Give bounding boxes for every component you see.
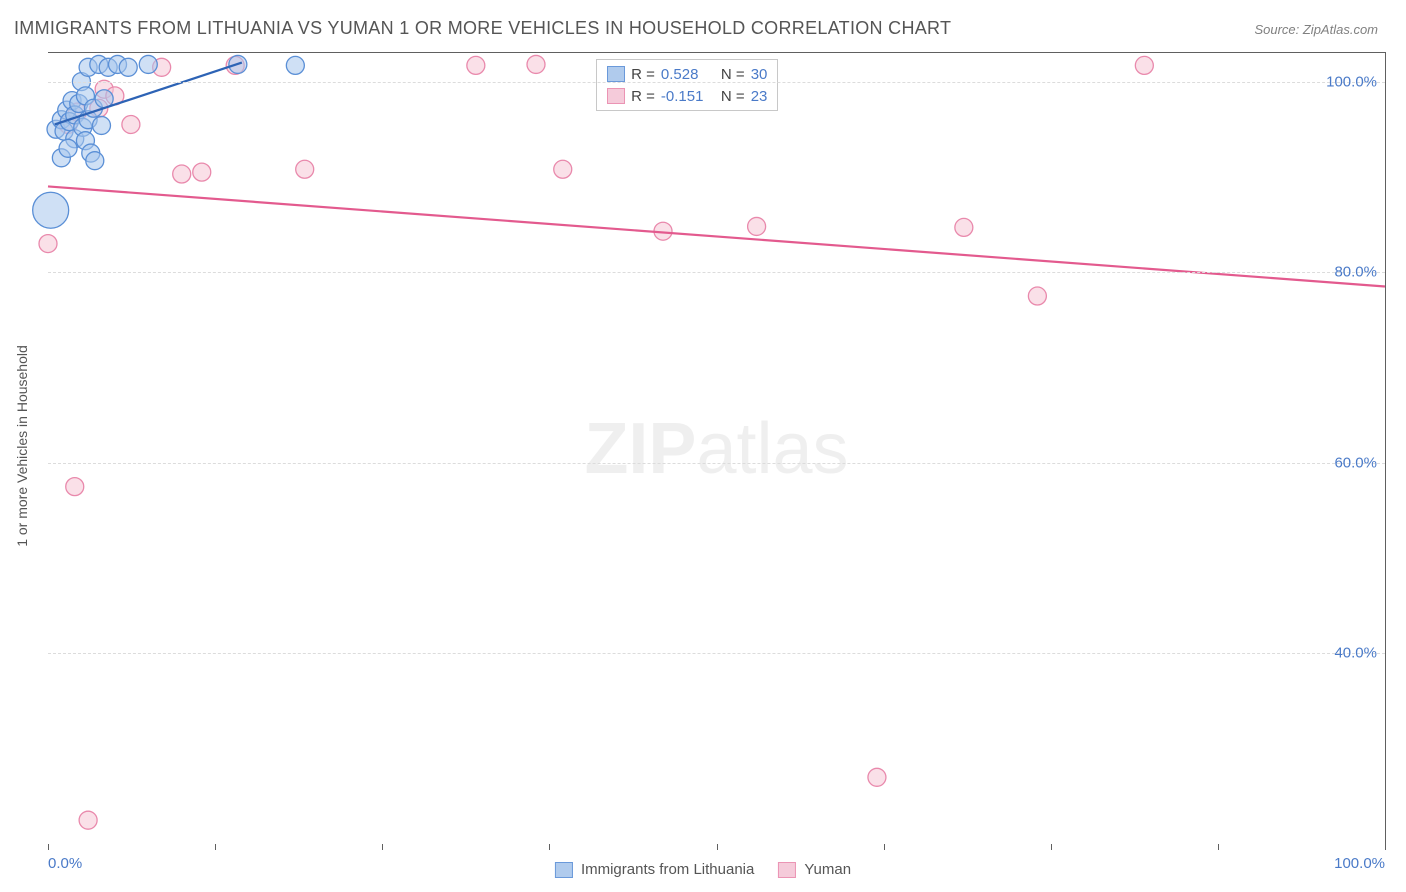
scatter-point — [193, 163, 211, 181]
source-attribution: Source: ZipAtlas.com — [1254, 22, 1378, 37]
legend-label-lithuania: Immigrants from Lithuania — [581, 861, 754, 878]
scatter-point — [33, 192, 69, 228]
legend-stats: R = 0.528 N = 30 R = -0.151 N = 23 — [596, 59, 778, 111]
scatter-point — [66, 478, 84, 496]
scatter-point — [86, 152, 104, 170]
scatter-svg — [48, 53, 1385, 844]
legend-item-lithuania: Immigrants from Lithuania — [555, 861, 754, 878]
legend-swatch-yuman-bottom — [778, 862, 796, 878]
r-label: R = — [631, 66, 655, 83]
x-tick — [1051, 844, 1052, 850]
x-tick — [382, 844, 383, 850]
scatter-point — [122, 115, 140, 133]
legend-swatch-lithuania — [607, 66, 625, 82]
n-label: N = — [721, 66, 745, 83]
gridline-h — [48, 463, 1385, 464]
r-value-lithuania: 0.528 — [661, 66, 715, 83]
scatter-point — [1135, 56, 1153, 74]
x-tick — [1218, 844, 1219, 850]
scatter-point — [79, 811, 97, 829]
legend-series: Immigrants from Lithuania Yuman — [555, 861, 851, 878]
r-value-yuman: -0.151 — [661, 88, 715, 105]
scatter-point — [467, 56, 485, 74]
legend-label-yuman: Yuman — [804, 861, 851, 878]
gridline-h — [48, 272, 1385, 273]
legend-item-yuman: Yuman — [778, 861, 851, 878]
x-tick — [1385, 844, 1386, 850]
x-tick-label: 0.0% — [48, 855, 82, 872]
gridline-h — [48, 82, 1385, 83]
scatter-point — [955, 218, 973, 236]
y-tick-label: 80.0% — [1334, 264, 1377, 281]
y-axis-label: 1 or more Vehicles in Household — [14, 345, 30, 547]
x-tick — [549, 844, 550, 850]
x-tick-label: 100.0% — [1334, 855, 1385, 872]
x-tick — [884, 844, 885, 850]
plot-area: ZIPatlas R = 0.528 N = 30 R = -0.151 N =… — [48, 52, 1386, 844]
scatter-point — [554, 160, 572, 178]
scatter-point — [527, 55, 545, 73]
n-value-lithuania: 30 — [751, 66, 768, 83]
y-tick-label: 40.0% — [1334, 645, 1377, 662]
scatter-point — [139, 55, 157, 73]
legend-swatch-lithuania-bottom — [555, 862, 573, 878]
gridline-h — [48, 653, 1385, 654]
scatter-point — [868, 768, 886, 786]
y-tick-label: 100.0% — [1326, 73, 1377, 90]
r-label: R = — [631, 88, 655, 105]
scatter-point — [296, 160, 314, 178]
x-tick — [215, 844, 216, 850]
chart-container: ZIPatlas R = 0.528 N = 30 R = -0.151 N =… — [48, 52, 1386, 844]
x-tick — [717, 844, 718, 850]
scatter-point — [92, 116, 110, 134]
scatter-point — [39, 235, 57, 253]
legend-swatch-yuman — [607, 88, 625, 104]
scatter-point — [59, 139, 77, 157]
n-value-yuman: 23 — [751, 88, 768, 105]
scatter-point — [119, 58, 137, 76]
scatter-point — [1028, 287, 1046, 305]
x-tick — [48, 844, 49, 850]
scatter-point — [748, 217, 766, 235]
y-tick-label: 60.0% — [1334, 454, 1377, 471]
scatter-point — [286, 56, 304, 74]
scatter-point — [173, 165, 191, 183]
chart-title: IMMIGRANTS FROM LITHUANIA VS YUMAN 1 OR … — [14, 18, 951, 39]
n-label: N = — [721, 88, 745, 105]
legend-stats-row-yuman: R = -0.151 N = 23 — [607, 85, 767, 107]
